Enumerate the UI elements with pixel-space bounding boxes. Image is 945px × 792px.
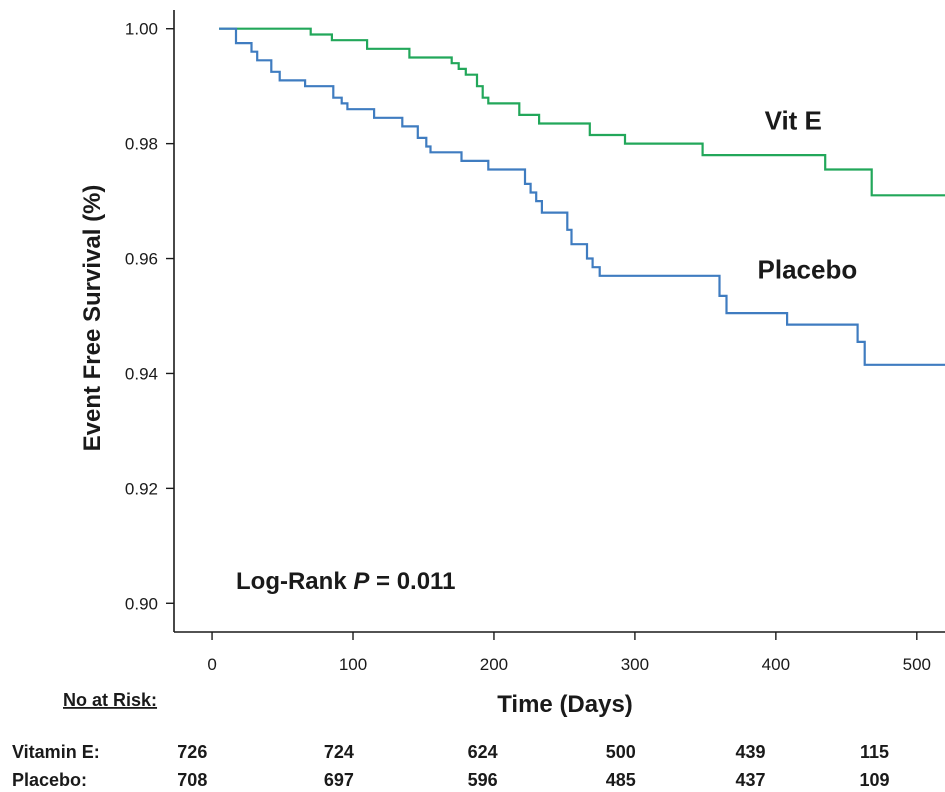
risk-value: 724 (324, 742, 354, 762)
risk-value: 596 (468, 770, 498, 790)
risk-value: 624 (468, 742, 498, 762)
risk-table: No at Risk: Vitamin E: 726 724 624 500 439 115… (12, 690, 890, 790)
y-tick-label: 0.96 (125, 250, 158, 269)
x-tick-label: 500 (903, 655, 931, 674)
series-lines (219, 27, 945, 366)
series-label-vit-e: Vit E (765, 105, 822, 135)
annotation-suffix: = 0.011 (369, 568, 455, 595)
risk-table-title: No at Risk: (63, 690, 157, 710)
y-tick-label: 0.92 (125, 479, 158, 498)
risk-row-label: Vitamin E: (12, 742, 100, 762)
series-line-vit-e (219, 27, 945, 197)
y-axis-title: Event Free Survival (%) (79, 185, 106, 452)
series-label-placebo: Placebo (758, 255, 858, 285)
risk-value: 109 (860, 770, 890, 790)
x-tick-label: 200 (480, 655, 508, 674)
x-tick-label: 0 (207, 655, 216, 674)
annotation-p-symbol: P (353, 568, 370, 595)
x-tick-label: 300 (621, 655, 649, 674)
risk-value: 708 (177, 770, 207, 790)
y-tick-label: 0.98 (125, 135, 158, 154)
risk-value: 697 (324, 770, 354, 790)
risk-value: 485 (606, 770, 636, 790)
log-rank-annotation: Log-Rank P = 0.011 (236, 568, 455, 595)
y-tick-label: 0.94 (125, 364, 158, 383)
risk-value: 115 (860, 742, 889, 762)
x-tick-label: 100 (339, 655, 367, 674)
axes: 0.90 0.92 0.94 0.96 0.98 1.00 0 100 200 300 400 500 (125, 10, 945, 674)
risk-row-label: Placebo: (12, 770, 87, 790)
risk-value: 437 (735, 770, 765, 790)
x-tick-label: 400 (762, 655, 790, 674)
risk-value: 439 (735, 742, 765, 762)
risk-value: 726 (177, 742, 207, 762)
series-line-placebo (219, 27, 945, 366)
y-tick-label: 1.00 (125, 20, 158, 39)
y-tick-label: 0.90 (125, 594, 158, 613)
x-axis-title: Time (Days) (497, 691, 633, 718)
annotation-prefix: Log-Rank (236, 568, 353, 595)
chart-labels: Event Free Survival (%) Time (Days) Log-… (79, 105, 857, 718)
risk-value: 500 (606, 742, 636, 762)
